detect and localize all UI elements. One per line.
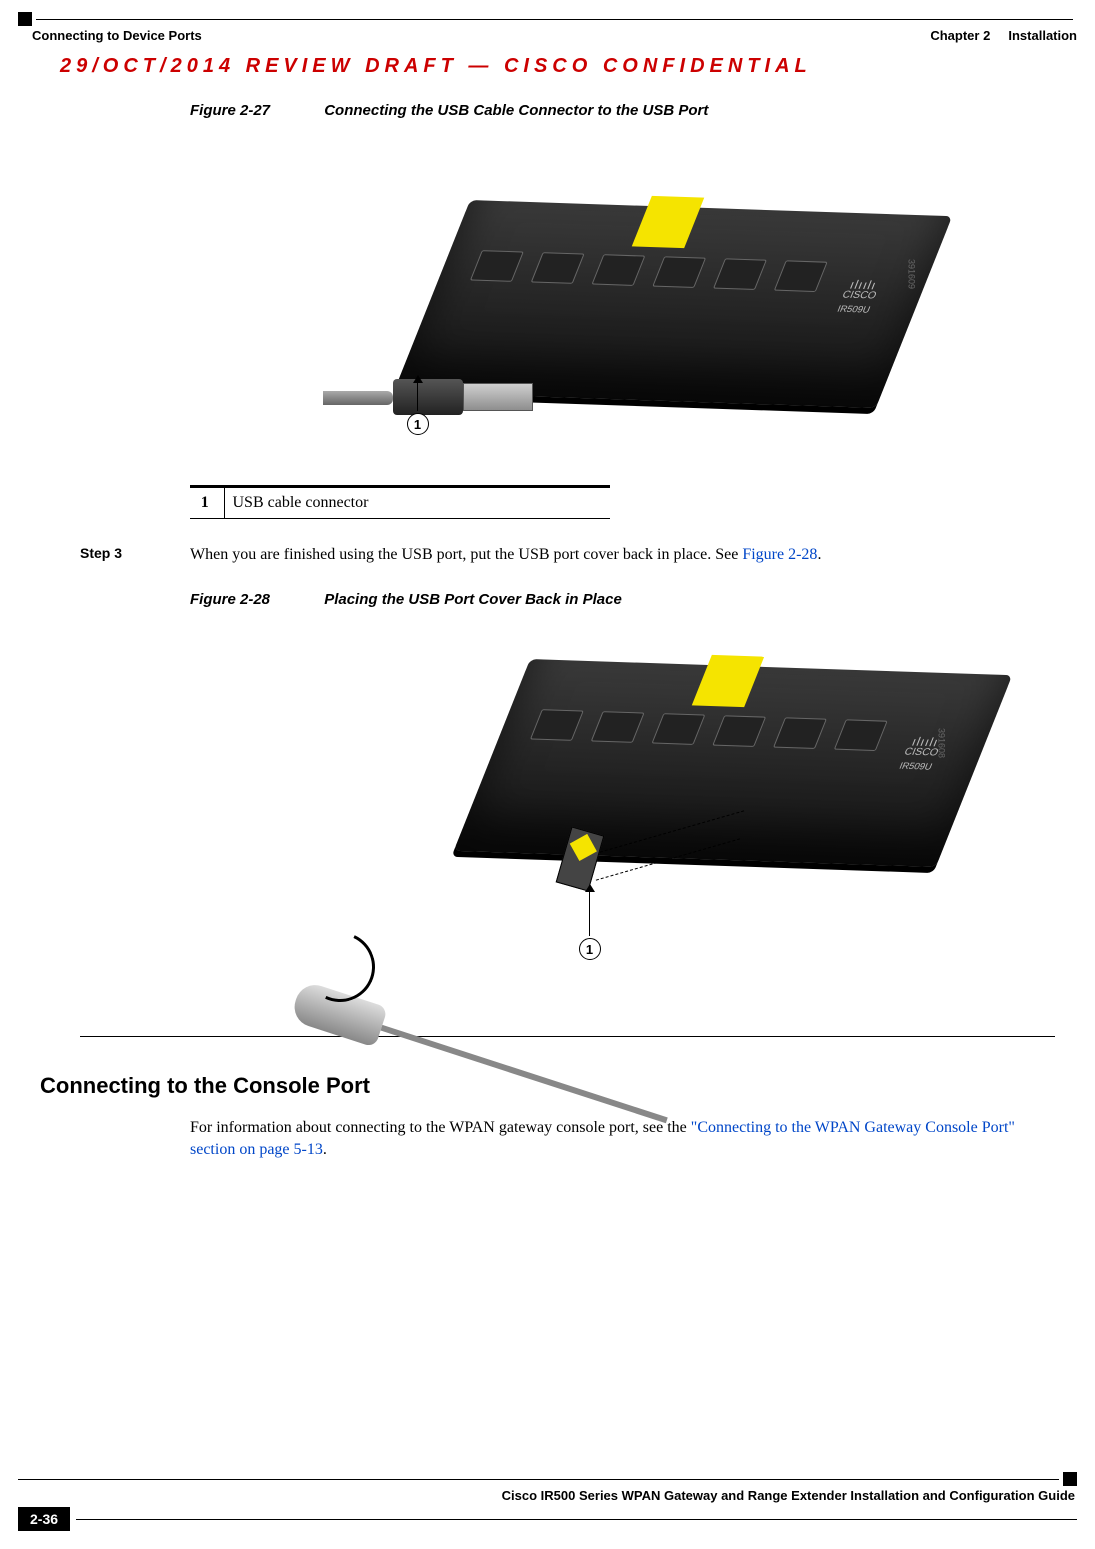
callout-1b: 1: [579, 938, 601, 960]
figure-27-image: ılıılı CISCO IR509U 1 391609: [333, 139, 913, 469]
xref-figure-2-28[interactable]: Figure 2-28: [742, 546, 817, 563]
header-marker: [18, 12, 32, 26]
step-3-text: When you are finished using the USB port…: [190, 545, 821, 566]
figure-28-id: 391608: [937, 728, 947, 758]
section-heading: Connecting to the Console Port: [40, 1073, 1055, 1099]
figure-27-title: Connecting the USB Cable Connector to th…: [324, 102, 708, 119]
footer-book-title: Cisco IR500 Series WPAN Gateway and Rang…: [18, 1488, 1075, 1503]
legend-text: USB cable connector: [224, 487, 610, 518]
callout-leader-2: [589, 892, 590, 936]
footer-bottom-rule: [76, 1519, 1077, 1520]
footer-rule-line: [18, 1479, 1059, 1480]
figure-28-image: ılıılı CISCO IR509U 1 391608: [313, 628, 933, 1008]
legend-num: 1: [190, 487, 224, 518]
figure-28-label: Figure 2-28: [190, 591, 270, 608]
callout-1: 1: [407, 413, 429, 435]
callout-leader: [417, 383, 418, 411]
step-3: Step 3 When you are finished using the U…: [80, 545, 1055, 566]
step-3-label: Step 3: [80, 545, 190, 561]
page-number: 2-36: [18, 1507, 70, 1531]
callout-arrow: [413, 375, 423, 383]
procedure-end-rule: [80, 1036, 1055, 1037]
running-chapter: Chapter 2 Installation: [930, 28, 1077, 43]
top-rule: [18, 12, 1077, 26]
figure-27-label: Figure 2-27: [190, 102, 270, 119]
figure-28-caption: Figure 2-28 Placing the USB Port Cover B…: [190, 591, 1055, 608]
callout-arrow-2: [585, 884, 595, 892]
confidential-banner: 29/OCT/2014 REVIEW DRAFT — CISCO CONFIDE…: [60, 55, 1095, 78]
figure-28-title: Placing the USB Port Cover Back in Place: [324, 591, 622, 608]
footer-marker: [1063, 1472, 1077, 1486]
section-paragraph: For information about connecting to the …: [190, 1117, 1055, 1160]
running-section: Connecting to Device Ports: [32, 28, 202, 43]
figure-27-caption: Figure 2-27 Connecting the USB Cable Con…: [190, 102, 1055, 119]
page-footer: Cisco IR500 Series WPAN Gateway and Rang…: [18, 1472, 1077, 1531]
header-rule-line: [36, 19, 1073, 20]
figure-27-legend: 1 USB cable connector: [190, 485, 610, 519]
figure-27-id: 391609: [907, 259, 917, 289]
page-header: Connecting to Device Ports Chapter 2 Ins…: [32, 28, 1077, 43]
